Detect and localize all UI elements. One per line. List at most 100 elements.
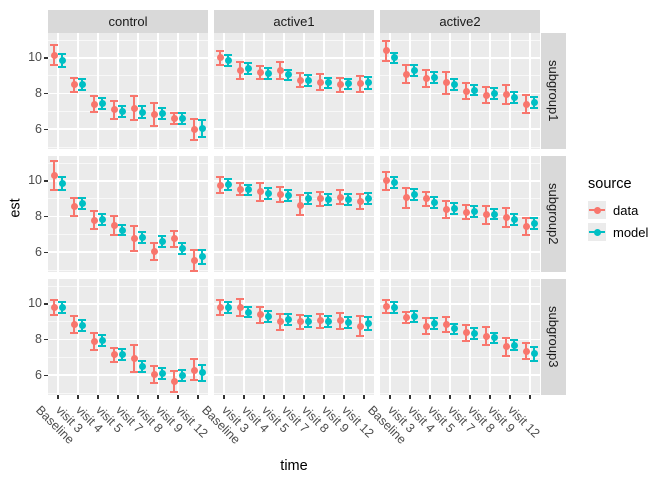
data-error-cap-bottom bbox=[462, 339, 470, 342]
data-error-cap-top bbox=[296, 194, 304, 197]
model-point bbox=[304, 195, 312, 203]
gridline-vertical bbox=[429, 33, 431, 149]
gridline-vertical bbox=[409, 156, 411, 272]
gridline-major bbox=[48, 92, 208, 95]
data-error-cap-bottom bbox=[70, 331, 78, 334]
model-error-cap-bottom bbox=[58, 311, 66, 314]
gridline-minor bbox=[48, 146, 208, 148]
gridline-minor bbox=[214, 111, 374, 113]
gridline-minor bbox=[380, 111, 540, 113]
model-point bbox=[284, 71, 292, 79]
gridline-vertical bbox=[223, 156, 225, 272]
x-tick-mark bbox=[429, 395, 431, 399]
data-error-cap-top bbox=[216, 176, 224, 179]
model-error-cap-bottom bbox=[264, 320, 272, 323]
model-error-cap-bottom bbox=[158, 117, 166, 120]
data-error-cap-top bbox=[216, 299, 224, 302]
gridline-minor bbox=[214, 269, 374, 271]
data-error-cap-bottom bbox=[216, 192, 224, 195]
facet-column-strip: active2 bbox=[380, 10, 540, 33]
data-point bbox=[110, 106, 118, 114]
model-error-cap-bottom bbox=[364, 328, 372, 331]
gridline-vertical bbox=[283, 156, 285, 272]
data-error-cap-bottom bbox=[402, 81, 410, 84]
model-point bbox=[390, 179, 398, 187]
data-point bbox=[356, 80, 364, 88]
model-error-cap-top bbox=[364, 316, 372, 319]
model-point bbox=[244, 308, 252, 316]
facet-panel-active1-subgroup3 bbox=[214, 279, 374, 395]
gridline-minor bbox=[214, 392, 374, 394]
model-error-cap-bottom bbox=[410, 74, 418, 77]
model-error-cap-top bbox=[118, 348, 126, 351]
gridline-major bbox=[214, 374, 374, 377]
data-error-cap-top bbox=[90, 210, 98, 213]
y-tick-label: 10 bbox=[28, 50, 42, 65]
gridline-minor bbox=[380, 357, 540, 359]
model-error-cap-top bbox=[364, 75, 372, 78]
legend-item-data: data bbox=[588, 201, 672, 219]
gridline-minor bbox=[48, 198, 208, 200]
model-error-cap-top bbox=[178, 369, 186, 371]
x-tick-mark bbox=[137, 395, 139, 399]
data-point bbox=[382, 177, 390, 185]
data-point bbox=[422, 195, 430, 203]
model-error-cap-bottom bbox=[158, 377, 166, 380]
gridline-vertical bbox=[529, 33, 531, 149]
data-error-cap-top bbox=[276, 312, 284, 315]
gridline-minor bbox=[48, 111, 208, 113]
x-tick-mark bbox=[389, 395, 391, 399]
data-error-cap-bottom bbox=[170, 123, 178, 125]
x-tick-mark bbox=[409, 395, 411, 399]
data-error-cap-top bbox=[422, 317, 430, 320]
gridline-major bbox=[214, 251, 374, 254]
data-point bbox=[70, 321, 78, 328]
gridline-vertical bbox=[529, 156, 531, 272]
gridline-vertical bbox=[177, 279, 179, 395]
y-tick-label: 8 bbox=[35, 332, 42, 347]
facet-row-strip: subgroup3 bbox=[541, 279, 566, 395]
data-point bbox=[422, 75, 430, 82]
data-point bbox=[336, 193, 344, 201]
gridline-major bbox=[380, 251, 540, 254]
data-error-cap-top bbox=[170, 369, 178, 372]
model-error-cap-bottom bbox=[530, 106, 538, 109]
data-point bbox=[170, 115, 178, 123]
gridline-vertical bbox=[323, 279, 325, 395]
gridline-minor bbox=[380, 285, 540, 287]
data-error-cap-bottom bbox=[50, 188, 58, 191]
gridline-major bbox=[48, 215, 208, 218]
gridline-major bbox=[214, 56, 374, 59]
x-axis-title: time bbox=[280, 458, 308, 474]
data-point bbox=[90, 100, 98, 108]
gridline-vertical bbox=[389, 279, 391, 395]
data-error-cap-top bbox=[190, 248, 198, 251]
gridline-vertical bbox=[323, 156, 325, 272]
data-error-cap-top bbox=[70, 315, 78, 318]
model-error-cap-bottom bbox=[198, 379, 206, 382]
gridline-minor bbox=[380, 39, 540, 41]
facet-column-strip: control bbox=[48, 10, 208, 33]
data-point bbox=[216, 304, 224, 312]
gridline-major bbox=[48, 338, 208, 341]
model-point bbox=[390, 54, 398, 62]
data-point bbox=[442, 321, 450, 328]
data-error-cap-bottom bbox=[422, 333, 430, 336]
legend-key-model-icon bbox=[588, 223, 606, 241]
data-error-cap-bottom bbox=[256, 77, 264, 80]
model-error-cap-top bbox=[138, 360, 146, 363]
gridline-vertical bbox=[363, 279, 365, 395]
x-tick-mark bbox=[283, 395, 285, 399]
gridline-vertical bbox=[469, 33, 471, 149]
data-error-cap-top bbox=[316, 312, 324, 315]
gridline-vertical bbox=[157, 279, 159, 395]
model-error-cap-bottom bbox=[198, 262, 206, 265]
gridline-vertical bbox=[303, 33, 305, 149]
data-point bbox=[442, 206, 450, 214]
data-error-cap-bottom bbox=[336, 90, 344, 93]
data-error-cap-bottom bbox=[170, 391, 178, 394]
model-point bbox=[450, 205, 458, 213]
model-point bbox=[410, 190, 418, 198]
legend-key-dot bbox=[593, 206, 601, 214]
model-error-cap-top bbox=[390, 176, 398, 179]
